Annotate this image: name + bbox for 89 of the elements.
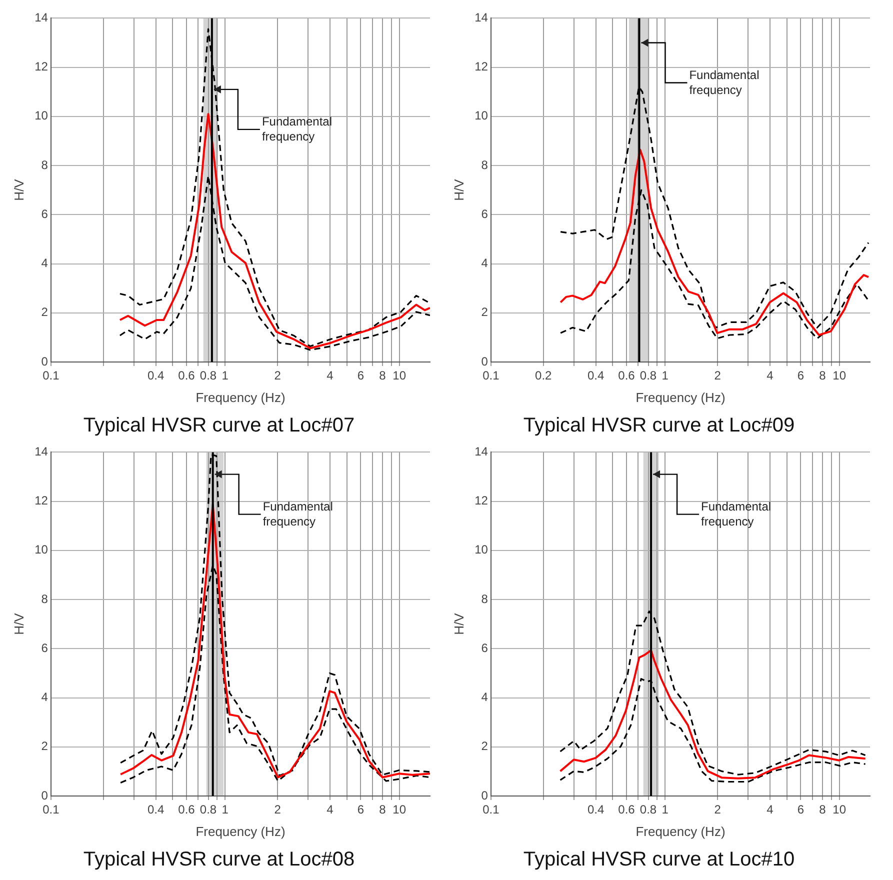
y-tick-label: 10 bbox=[474, 542, 488, 557]
x-tick-label: 8 bbox=[819, 802, 826, 817]
y-tick-label: 6 bbox=[41, 206, 48, 221]
y-tick-label: 4 bbox=[481, 690, 488, 704]
x-tick-label: 2 bbox=[714, 368, 722, 383]
y-tick-label: 12 bbox=[474, 60, 488, 74]
annotation: Fundamental frequency bbox=[262, 114, 332, 144]
y-tick-label: 4 bbox=[481, 256, 488, 270]
x-tick-label: 0.1 bbox=[42, 802, 60, 817]
text: Typical HVSR curve at Loc#08 bbox=[83, 848, 355, 871]
y-tick-label: 10 bbox=[474, 108, 488, 123]
x-tick-label: 0.6 bbox=[618, 802, 636, 817]
y-tick-label: 10 bbox=[34, 542, 48, 557]
y-tick-label: 2 bbox=[41, 305, 48, 320]
y-tick-label: 0 bbox=[481, 354, 488, 368]
x-tick-label: 0.4 bbox=[587, 802, 604, 817]
y-tick-label: 2 bbox=[41, 739, 48, 754]
x-tick-label: 10 bbox=[832, 802, 846, 817]
y-tick-label: 14 bbox=[474, 10, 488, 25]
x-tick-label: 4 bbox=[766, 368, 774, 383]
y-tick-label: 4 bbox=[41, 690, 48, 704]
y-tick-label: 2 bbox=[481, 739, 488, 754]
x-tick-label: 1 bbox=[662, 802, 669, 817]
x-axis-title: Frequency (Hz) bbox=[196, 824, 286, 839]
y-tick-label: 0 bbox=[41, 354, 48, 368]
x-tick-label: 0.8 bbox=[200, 802, 217, 817]
x-tick-label: 6 bbox=[357, 802, 364, 817]
x-tick-label: 0.6 bbox=[178, 802, 196, 817]
y-tick-label: 8 bbox=[481, 592, 488, 606]
x-tick-label: 0.8 bbox=[640, 802, 657, 817]
y-axis-title: H/V bbox=[11, 178, 26, 201]
text: Typical HVSR curve at Loc#10 bbox=[523, 848, 795, 871]
y-tick-label: 2 bbox=[481, 305, 488, 320]
x-tick-label: 0.1 bbox=[482, 368, 500, 383]
x-tick-label: 0.6 bbox=[618, 368, 636, 383]
x-tick-label: 6 bbox=[357, 368, 364, 383]
y-tick-label: 0 bbox=[481, 788, 488, 802]
x-tick-label: 1 bbox=[222, 802, 229, 817]
text: Typical HVSR curve at Loc#07 bbox=[83, 414, 355, 437]
x-tick-label: 0.4 bbox=[147, 368, 164, 383]
y-tick-label: 14 bbox=[474, 444, 488, 459]
annotation: Fundamental frequency bbox=[701, 500, 772, 529]
x-tick-label: 8 bbox=[379, 368, 386, 383]
y-tick-label: 8 bbox=[41, 158, 48, 172]
y-tick-label: 14 bbox=[34, 10, 48, 25]
x-tick-label: 4 bbox=[326, 802, 334, 817]
x-axis-title: Frequency (Hz) bbox=[636, 824, 726, 839]
y-tick-label: 10 bbox=[34, 108, 48, 123]
y-tick-label: 14 bbox=[34, 444, 48, 459]
x-tick-label: 2 bbox=[714, 802, 722, 817]
annotation: Fundamental frequency bbox=[689, 68, 760, 98]
x-tick-label: 4 bbox=[326, 368, 334, 383]
y-tick-label: 12 bbox=[34, 494, 48, 508]
x-tick-label: 0.4 bbox=[587, 368, 604, 383]
x-tick-label: 10 bbox=[832, 368, 846, 383]
y-axis-title: H/V bbox=[451, 178, 466, 201]
x-tick-label: 10 bbox=[392, 368, 406, 383]
x-axis-title: Frequency (Hz) bbox=[636, 390, 726, 405]
y-tick-label: 0 bbox=[41, 788, 48, 802]
y-tick-label: 12 bbox=[34, 60, 48, 74]
y-tick-label: 6 bbox=[481, 640, 488, 655]
x-tick-label: 6 bbox=[797, 802, 804, 817]
x-tick-label: 0.1 bbox=[482, 802, 500, 817]
annotation: Fundamental frequency bbox=[262, 500, 333, 529]
x-tick-label: 0.2 bbox=[535, 368, 552, 383]
x-tick-label: 0.4 bbox=[147, 802, 164, 817]
y-tick-label: 8 bbox=[41, 592, 48, 606]
text: Typical HVSR curve at Loc#09 bbox=[523, 414, 795, 437]
x-axis-title: Frequency (Hz) bbox=[196, 390, 286, 405]
x-tick-label: 0.1 bbox=[42, 368, 60, 383]
x-tick-label: 0.6 bbox=[178, 368, 196, 383]
x-tick-label: 4 bbox=[766, 802, 774, 817]
x-tick-label: 1 bbox=[222, 368, 229, 383]
x-tick-label: 0.8 bbox=[640, 368, 657, 383]
y-tick-label: 6 bbox=[481, 206, 488, 221]
y-tick-label: 8 bbox=[481, 158, 488, 172]
x-tick-label: 8 bbox=[819, 368, 826, 383]
x-tick-label: 0.8 bbox=[200, 368, 217, 383]
y-tick-label: 6 bbox=[41, 640, 48, 655]
x-tick-label: 8 bbox=[379, 802, 386, 817]
y-axis-title: H/V bbox=[11, 612, 26, 635]
y-tick-label: 12 bbox=[474, 494, 488, 508]
x-tick-label: 6 bbox=[797, 368, 804, 383]
x-tick-label: 1 bbox=[662, 368, 669, 383]
y-axis-title: H/V bbox=[451, 612, 466, 635]
x-tick-label: 10 bbox=[392, 802, 406, 817]
x-tick-label: 2 bbox=[274, 802, 282, 817]
y-tick-label: 4 bbox=[41, 256, 48, 270]
x-tick-label: 2 bbox=[274, 368, 282, 383]
